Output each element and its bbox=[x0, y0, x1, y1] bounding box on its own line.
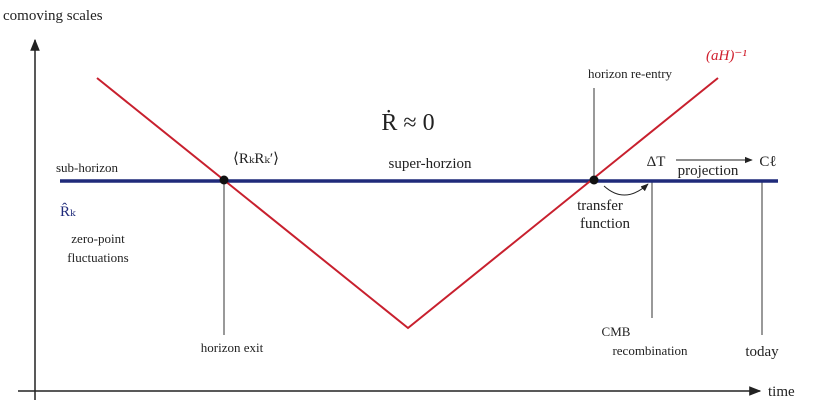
today-label: today bbox=[745, 344, 779, 360]
transfer-label: function bbox=[580, 216, 630, 232]
mode-label: R̂ₖ bbox=[60, 203, 76, 220]
zero-point-label: zero-point bbox=[71, 231, 125, 246]
transfer-label: transfer bbox=[577, 198, 623, 214]
correlator-label: ⟨RₖRₖ′⟩ bbox=[233, 151, 279, 167]
horizon-reentry-label: horizon re-entry bbox=[588, 66, 673, 81]
sub-horizon-label: sub-horizon bbox=[56, 160, 119, 175]
cmb-label: CMB bbox=[602, 324, 631, 339]
super-horizon-label: super-horzion bbox=[388, 156, 472, 172]
hubble-radius bbox=[96, 77, 719, 330]
y-axis-label: comoving scales bbox=[3, 8, 103, 24]
x-axis-label: time bbox=[768, 384, 795, 400]
exit-point bbox=[219, 175, 229, 185]
c-ell-label: Cℓ bbox=[759, 154, 776, 170]
transfer-arrow bbox=[603, 183, 649, 196]
conservation-label: Ṙ ≈ 0 bbox=[381, 110, 434, 136]
horizon-exit-label: horizon exit bbox=[201, 340, 264, 355]
reentry-point bbox=[589, 175, 599, 185]
delta-t-label: ΔT bbox=[647, 154, 666, 170]
hubble-label: (aH)⁻¹ bbox=[706, 48, 747, 64]
zero-point-label: fluctuations bbox=[67, 250, 128, 265]
projection-label: projection bbox=[678, 163, 739, 179]
cmb-label: recombination bbox=[612, 343, 688, 358]
